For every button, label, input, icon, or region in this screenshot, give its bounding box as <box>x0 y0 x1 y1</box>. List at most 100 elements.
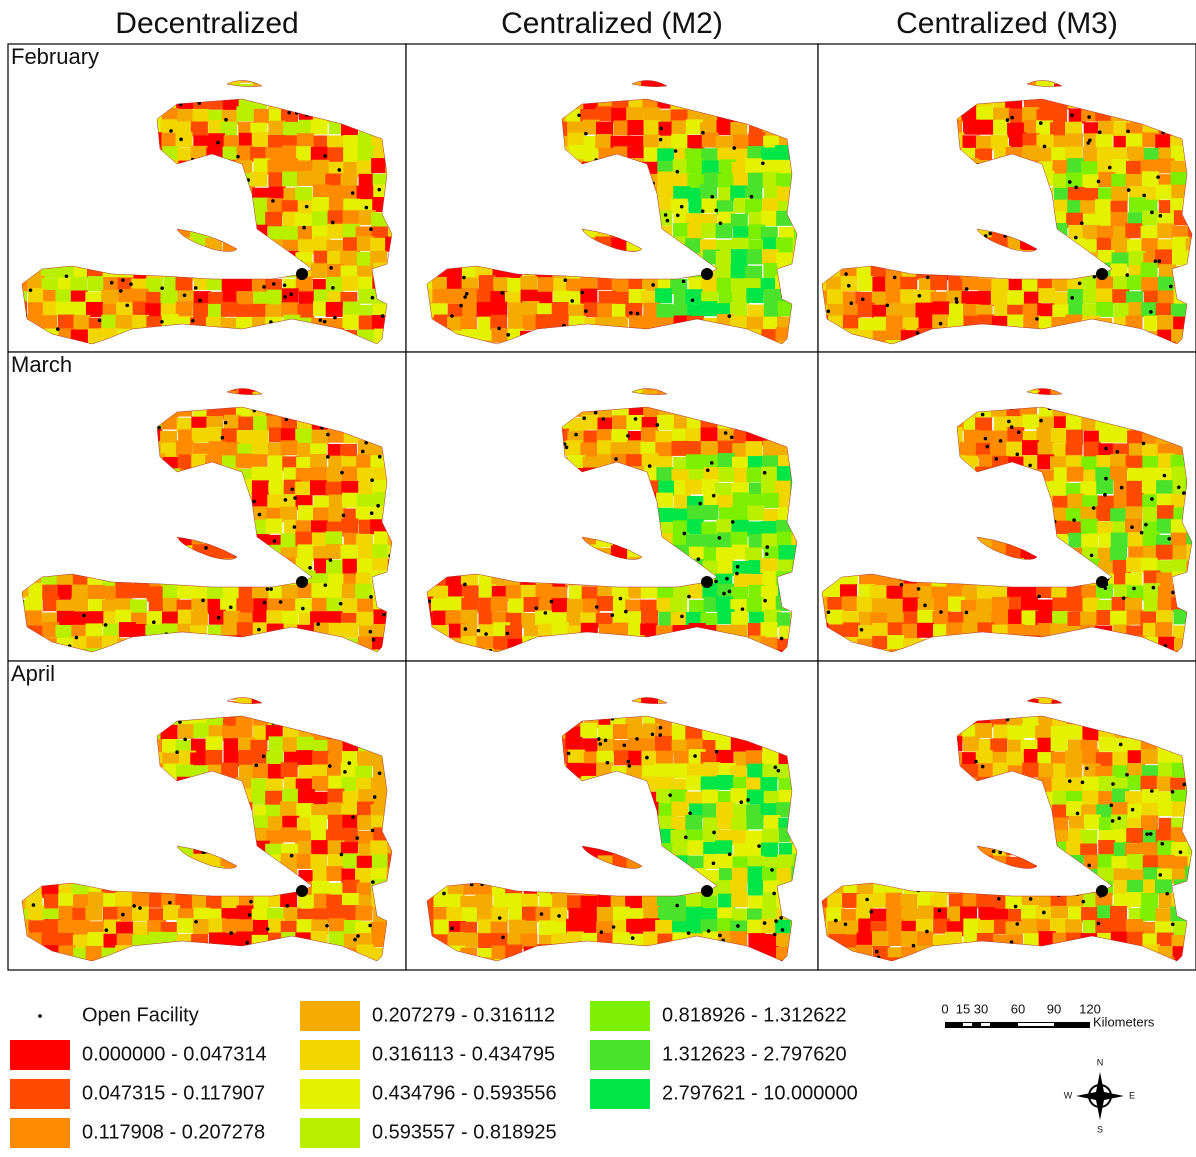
open-facility <box>224 421 228 425</box>
open-facility <box>1163 474 1167 478</box>
commune-cell <box>327 147 344 162</box>
open-facility <box>724 431 728 435</box>
open-facility <box>283 283 287 287</box>
open-facility <box>735 572 739 576</box>
commune-cell <box>686 289 703 304</box>
open-facility <box>98 319 102 323</box>
commune-cell <box>777 531 794 546</box>
commune-cell <box>237 622 254 637</box>
open-facility <box>701 209 705 213</box>
open-facility <box>217 616 221 620</box>
open-facility <box>272 282 276 286</box>
commune-cell <box>312 430 329 445</box>
open-facility <box>121 913 125 917</box>
commune-cell <box>297 133 314 148</box>
open-facility <box>584 309 588 313</box>
commune-cell <box>343 302 360 317</box>
commune-cell <box>1096 302 1113 317</box>
commune-cell <box>325 482 342 497</box>
commune-cell <box>312 160 329 175</box>
open-facility <box>371 880 375 884</box>
open-facility <box>370 478 374 482</box>
commune-cell <box>358 544 375 559</box>
commune-cell <box>673 223 690 238</box>
open-facility <box>160 320 164 324</box>
open-facility <box>736 565 740 569</box>
commune-cell <box>886 315 903 330</box>
commune-cell <box>372 544 389 559</box>
open-facility <box>1010 116 1014 120</box>
open-facility <box>340 853 344 857</box>
commune-cell <box>342 466 359 481</box>
open-facility <box>1156 175 1160 179</box>
open-facility <box>370 511 374 515</box>
open-facility <box>293 525 297 529</box>
open-facility <box>636 312 640 316</box>
commune-cell <box>1156 480 1173 495</box>
open-facility <box>1122 596 1126 600</box>
row-label: February <box>11 44 99 69</box>
open-facility <box>348 761 352 765</box>
open-facility <box>361 450 365 454</box>
commune-cell <box>341 623 358 638</box>
commune-cell <box>254 894 271 909</box>
open-facility <box>229 606 233 610</box>
open-facility <box>1127 188 1131 192</box>
open-facility <box>1125 273 1129 277</box>
commune-cell <box>843 622 860 637</box>
open-facility <box>918 294 922 298</box>
commune-cell <box>687 159 704 174</box>
open-facility <box>329 558 333 562</box>
commune-cell <box>746 750 763 765</box>
commune-cell <box>280 827 297 842</box>
commune-cell <box>266 290 283 305</box>
open-facility <box>1035 317 1039 321</box>
open-facility <box>194 286 198 290</box>
open-facility <box>266 587 270 591</box>
commune-cell <box>597 303 614 318</box>
open-facility <box>701 131 705 135</box>
open-facility <box>262 285 266 289</box>
open-facility <box>340 471 344 475</box>
open-facility <box>1074 186 1078 190</box>
open-facility <box>450 314 454 318</box>
open-facility <box>712 494 716 498</box>
open-facility <box>1177 485 1181 489</box>
commune-cell <box>508 599 525 614</box>
commune-cell <box>656 304 673 319</box>
commune-cell <box>902 624 919 639</box>
commune-cell <box>327 584 344 599</box>
commune-cell <box>1084 442 1101 457</box>
open-facility <box>121 278 125 282</box>
open-facility <box>660 127 664 131</box>
open-facility <box>279 600 283 604</box>
commune-cell <box>1157 505 1174 520</box>
commune-cell <box>536 314 553 329</box>
commune-cell <box>717 775 734 790</box>
commune-cell <box>717 814 734 829</box>
row-label: April <box>11 661 55 686</box>
commune-cell <box>748 173 765 188</box>
open-facility <box>730 436 734 440</box>
open-facility <box>179 138 183 142</box>
commune-cell <box>326 866 343 881</box>
open-facility <box>594 411 598 415</box>
open-facility <box>955 297 959 301</box>
open-facility <box>65 274 69 278</box>
commune-cell <box>341 186 358 201</box>
open-facility <box>328 764 332 768</box>
open-facility <box>269 587 273 591</box>
commune-cell <box>1022 277 1039 292</box>
open-facility <box>827 610 831 614</box>
commune-cell <box>311 147 328 162</box>
open-facility <box>656 423 660 427</box>
commune-cell <box>340 599 357 614</box>
open-facility <box>378 455 382 459</box>
commune-cell <box>685 815 702 830</box>
open-facility <box>602 417 606 421</box>
commune-cell <box>886 586 903 601</box>
open-facility <box>191 319 195 323</box>
commune-cell <box>1080 612 1097 627</box>
open-facility <box>257 628 261 632</box>
open-facility <box>263 601 267 605</box>
